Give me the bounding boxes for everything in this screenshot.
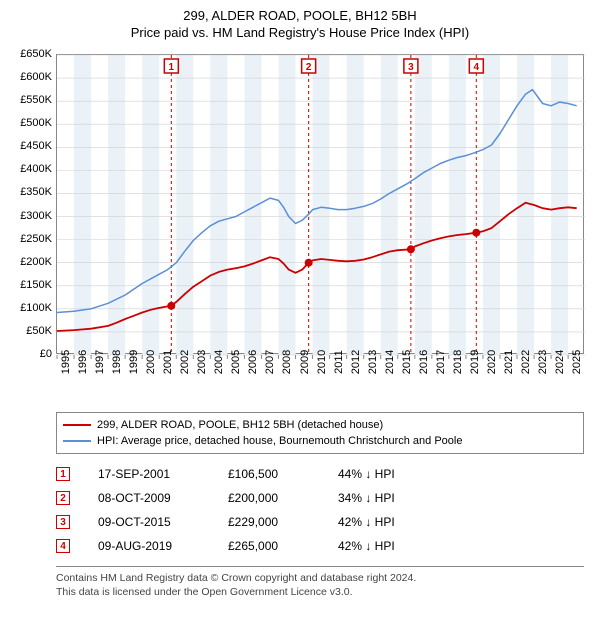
y-tick-label: £600K <box>10 71 52 83</box>
sale-marker-box: 1 <box>56 467 70 481</box>
x-tick-label: 2010 <box>316 350 328 374</box>
sale-date: 17-SEP-2001 <box>98 467 228 481</box>
y-tick-label: £650K <box>10 48 52 60</box>
x-tick-label: 2006 <box>247 350 259 374</box>
sale-price: £229,000 <box>228 515 338 529</box>
sale-marker-box: 4 <box>56 539 70 553</box>
x-tick-label: 2016 <box>418 350 430 374</box>
x-tick-label: 2004 <box>213 350 225 374</box>
x-tick-label: 2022 <box>520 350 532 374</box>
sale-pct: 34% ↓ HPI <box>338 491 438 505</box>
sale-row: 3 09-OCT-2015£229,00042% ↓ HPI <box>56 510 584 534</box>
footer-line2: This data is licensed under the Open Gov… <box>56 585 584 599</box>
x-tick-label: 2000 <box>145 350 157 374</box>
sale-pct: 42% ↓ HPI <box>338 539 438 553</box>
x-tick-label: 2008 <box>281 350 293 374</box>
sale-price: £106,500 <box>228 467 338 481</box>
legend-row: 299, ALDER ROAD, POOLE, BH12 5BH (detach… <box>63 417 577 433</box>
x-tick-label: 2018 <box>452 350 464 374</box>
sale-pct: 44% ↓ HPI <box>338 467 438 481</box>
x-tick-label: 1998 <box>111 350 123 374</box>
x-tick-label: 2001 <box>162 350 174 374</box>
sale-date: 08-OCT-2009 <box>98 491 228 505</box>
footer-attribution: Contains HM Land Registry data © Crown c… <box>56 566 584 599</box>
x-tick-label: 2014 <box>384 350 396 374</box>
sale-marker-box: 2 <box>56 491 70 505</box>
svg-text:1: 1 <box>169 62 175 73</box>
plot-region: 1 2 3 4 <box>56 54 584 354</box>
legend-swatch <box>63 424 91 426</box>
sale-pct: 42% ↓ HPI <box>338 515 438 529</box>
x-tick-label: 2024 <box>554 350 566 374</box>
x-tick-label: 2021 <box>503 350 515 374</box>
sale-marker-box: 3 <box>56 515 70 529</box>
y-tick-label: £300K <box>10 210 52 222</box>
y-tick-label: £400K <box>10 163 52 175</box>
x-tick-label: 2017 <box>435 350 447 374</box>
legend-row: HPI: Average price, detached house, Bour… <box>63 433 577 449</box>
y-tick-label: £550K <box>10 94 52 106</box>
x-tick-label: 2005 <box>230 350 242 374</box>
sale-date: 09-AUG-2019 <box>98 539 228 553</box>
y-tick-label: £100K <box>10 302 52 314</box>
y-tick-label: £50K <box>10 325 52 337</box>
sale-row: 4 09-AUG-2019£265,00042% ↓ HPI <box>56 534 584 558</box>
title-subtitle: Price paid vs. HM Land Registry's House … <box>10 25 590 40</box>
svg-text:2: 2 <box>306 62 312 73</box>
x-tick-label: 1996 <box>77 350 89 374</box>
x-tick-label: 2019 <box>469 350 481 374</box>
y-tick-label: £200K <box>10 256 52 268</box>
sale-price: £200,000 <box>228 491 338 505</box>
sale-row: 2 08-OCT-2009£200,00034% ↓ HPI <box>56 486 584 510</box>
x-tick-label: 2009 <box>299 350 311 374</box>
y-tick-label: £350K <box>10 186 52 198</box>
x-tick-label: 1999 <box>128 350 140 374</box>
footer-line1: Contains HM Land Registry data © Crown c… <box>56 571 584 585</box>
sale-date: 09-OCT-2015 <box>98 515 228 529</box>
x-tick-label: 2015 <box>401 350 413 374</box>
x-tick-label: 2007 <box>264 350 276 374</box>
x-tick-label: 2020 <box>486 350 498 374</box>
y-tick-label: £0 <box>10 348 52 360</box>
sales-table: 1 17-SEP-2001£106,50044% ↓ HPI 2 08-OCT-200… <box>56 462 584 558</box>
svg-text:3: 3 <box>408 62 414 73</box>
y-tick-label: £450K <box>10 140 52 152</box>
legend-swatch <box>63 440 91 442</box>
sale-row: 1 17-SEP-2001£106,50044% ↓ HPI <box>56 462 584 486</box>
x-tick-label: 2002 <box>179 350 191 374</box>
y-tick-label: £500K <box>10 117 52 129</box>
x-tick-label: 2011 <box>333 350 345 374</box>
x-tick-label: 2003 <box>196 350 208 374</box>
title-address: 299, ALDER ROAD, POOLE, BH12 5BH <box>10 8 590 23</box>
chart-area: £0 £50K £100K £150K £200K £250K £300K £350K £400… <box>10 46 590 406</box>
sale-price: £265,000 <box>228 539 338 553</box>
y-tick-label: £250K <box>10 233 52 245</box>
x-tick-label: 2013 <box>367 350 379 374</box>
legend: 299, ALDER ROAD, POOLE, BH12 5BH (detach… <box>56 412 584 454</box>
legend-label: HPI: Average price, detached house, Bour… <box>97 435 462 447</box>
svg-text:4: 4 <box>474 62 480 73</box>
x-tick-label: 1997 <box>94 350 106 374</box>
x-tick-label: 2023 <box>537 350 549 374</box>
x-tick-label: 1995 <box>60 350 72 374</box>
y-tick-label: £150K <box>10 279 52 291</box>
chart-title: 299, ALDER ROAD, POOLE, BH12 5BH Price p… <box>10 8 590 40</box>
x-tick-label: 2012 <box>350 350 362 374</box>
x-tick-label: 2025 <box>571 350 583 374</box>
legend-label: 299, ALDER ROAD, POOLE, BH12 5BH (detach… <box>97 419 383 431</box>
